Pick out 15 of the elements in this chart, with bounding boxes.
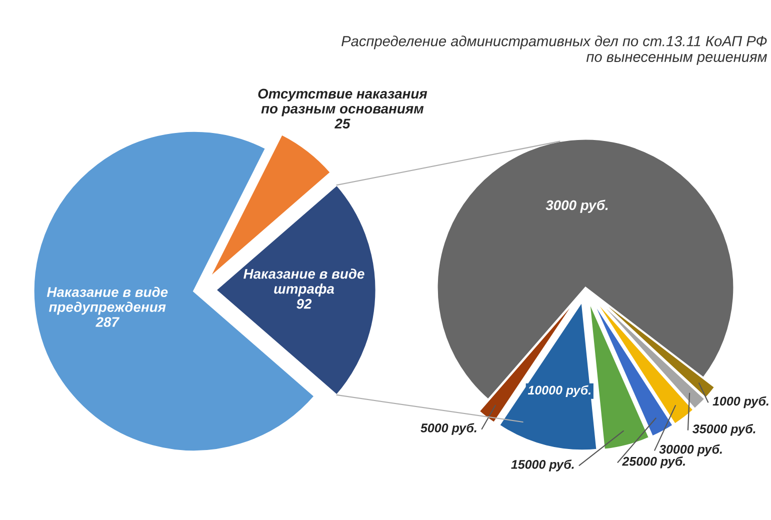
- slice-label: 30000 руб.: [659, 444, 722, 456]
- slice-label: 3000 руб.: [546, 200, 608, 213]
- slice-label: 25000 руб.: [622, 456, 686, 468]
- data-label: 25: [334, 118, 350, 129]
- chart-title: Распределение административных дел по ст.13.11 КоАП РФ по вынесенным решениям: [342, 36, 768, 65]
- slice-label: 10000 руб.: [528, 385, 591, 398]
- slice-label: Наказание в виде предупреждения: [46, 286, 168, 315]
- slice-label: 35000 руб.: [692, 424, 756, 436]
- slice-label: Отсутствие наказания по разным основаниям: [258, 88, 428, 116]
- slice-label: 15000 руб.: [511, 460, 574, 472]
- slice-label: Наказание в виде штрафа: [244, 268, 364, 296]
- data-label: 287: [96, 317, 120, 327]
- slice-label: 5000 руб.: [420, 423, 476, 435]
- data-label: 92: [296, 298, 312, 309]
- slice-label: 1000 руб.: [712, 396, 768, 408]
